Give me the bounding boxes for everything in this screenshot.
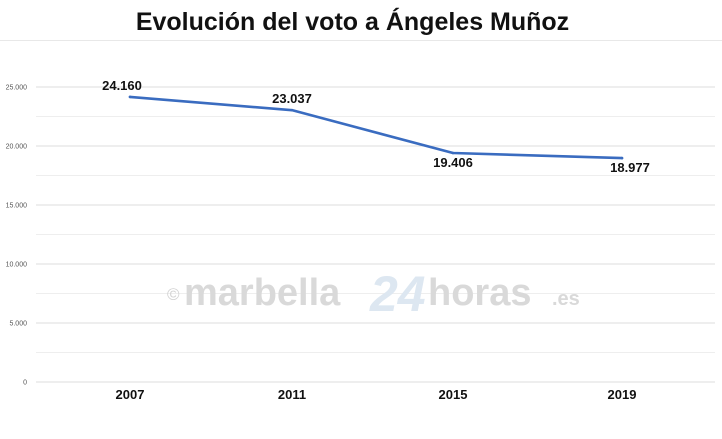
y-tick-label: 0 — [23, 380, 27, 387]
watermark-site-name: marbella — [184, 272, 341, 314]
gridlines — [36, 86, 715, 383]
data-point — [128, 95, 132, 99]
series-line — [128, 95, 624, 160]
data-point — [290, 108, 294, 112]
watermark-copyright: © — [167, 285, 180, 304]
data-label: 19.406 — [433, 155, 473, 170]
x-tick-label: 2015 — [439, 387, 468, 402]
y-tick-label: 20.000 — [6, 144, 28, 151]
line-chart: 0 5.000 10.000 15.000 20.000 25.000 © marbell… — [6, 78, 715, 402]
x-axis-ticks: 2007 2011 2015 2019 — [116, 387, 637, 402]
y-tick-label: 25.000 — [6, 85, 28, 92]
watermark-tld: .es — [552, 288, 580, 310]
data-label: 23.037 — [272, 91, 312, 106]
series-votes-line — [128, 95, 624, 160]
x-tick-label: 2011 — [278, 387, 306, 402]
y-tick-label: 5.000 — [9, 321, 27, 328]
watermark-number: 24 — [369, 266, 426, 322]
data-labels: 24.160 23.037 19.406 18.977 — [102, 78, 650, 175]
chart-title: Evolución del voto a Ángeles Muñoz — [135, 8, 570, 36]
watermark: © marbella 24 horas .es — [167, 266, 580, 322]
x-tick-label: 2019 — [608, 387, 637, 402]
watermark-suffix: horas — [428, 272, 531, 314]
x-tick-label: 2007 — [116, 387, 145, 402]
y-axis-ticks: 0 5.000 10.000 15.000 20.000 25.000 — [6, 85, 28, 387]
chart-area: 0 5.000 10.000 15.000 20.000 25.000 © marbell… — [0, 40, 722, 439]
data-label: 18.977 — [610, 160, 650, 175]
data-point — [451, 151, 455, 155]
data-point — [620, 156, 624, 160]
y-tick-label: 15.000 — [6, 203, 28, 210]
y-tick-label: 10.000 — [6, 262, 28, 269]
data-label: 24.160 — [102, 78, 142, 93]
